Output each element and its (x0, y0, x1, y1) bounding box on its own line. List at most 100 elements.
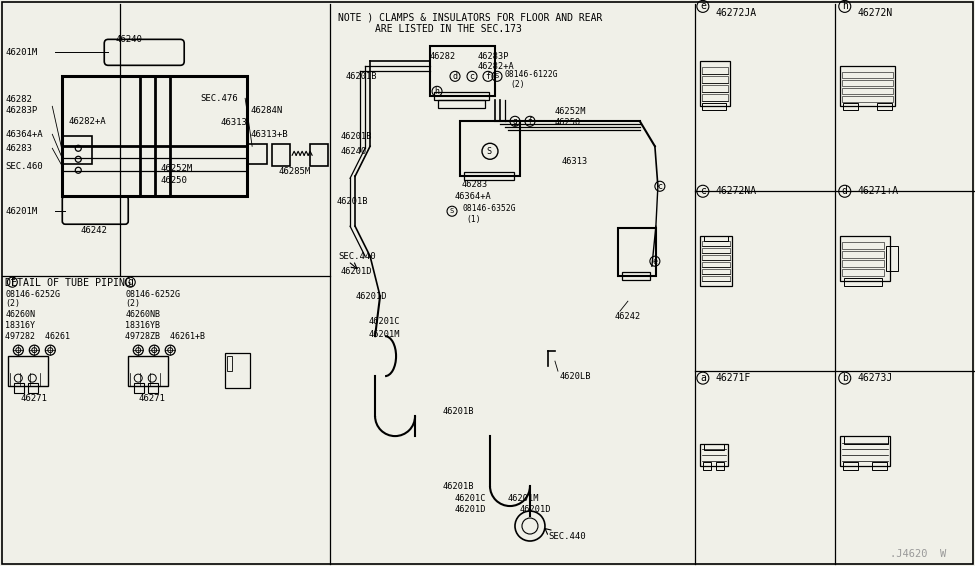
Text: f: f (10, 277, 16, 287)
Bar (702, 67, 728, 74)
Bar (464, 172, 514, 180)
Text: ARE LISTED IN THE SEC.173: ARE LISTED IN THE SEC.173 (375, 24, 522, 35)
Bar (702, 241, 730, 246)
Text: 46201M: 46201M (5, 207, 38, 216)
Bar (702, 104, 725, 110)
Text: 46313: 46313 (220, 118, 247, 127)
Text: (2): (2) (5, 299, 20, 308)
Bar (702, 248, 730, 253)
Text: e: e (652, 257, 657, 265)
Text: 46364+A: 46364+A (455, 192, 491, 201)
Text: 46272JA: 46272JA (716, 8, 757, 18)
Text: 46201M: 46201M (508, 494, 539, 503)
Text: 46252M: 46252M (160, 164, 192, 173)
Bar (841, 269, 883, 276)
Text: 46283P: 46283P (5, 106, 38, 115)
Text: 49728ZB  46261+B: 49728ZB 46261+B (125, 332, 206, 341)
Text: d: d (452, 72, 457, 81)
Text: 46201M: 46201M (5, 48, 38, 57)
Text: .J4620  W: .J4620 W (890, 549, 946, 559)
Text: b: b (841, 373, 847, 383)
Text: 46283P: 46283P (478, 52, 510, 61)
Bar (434, 92, 489, 100)
Bar (225, 353, 251, 388)
Bar (618, 228, 656, 276)
Bar (839, 66, 895, 106)
Text: 46201B: 46201B (443, 482, 475, 491)
Text: 08146-6252G: 08146-6252G (125, 290, 180, 299)
Text: 46201D: 46201D (340, 267, 371, 276)
Text: SEC.476: SEC.476 (200, 94, 238, 103)
Text: f: f (527, 117, 532, 126)
Bar (702, 76, 728, 83)
Bar (430, 46, 495, 96)
Text: 08146-6352G: 08146-6352G (462, 204, 516, 213)
Text: 46201D: 46201D (520, 504, 552, 513)
Text: 46282+A: 46282+A (68, 117, 106, 126)
Bar (135, 383, 144, 393)
Text: 46240: 46240 (340, 147, 367, 156)
Text: 46283: 46283 (462, 180, 488, 188)
Bar (841, 80, 893, 87)
Text: S: S (449, 208, 454, 215)
Text: 46260N: 46260N (5, 310, 35, 319)
Text: 46201D: 46201D (355, 291, 387, 301)
Text: 46250: 46250 (555, 118, 581, 127)
Text: NOTE ) CLAMPS & INSULATORS FOR FLOOR AND REAR: NOTE ) CLAMPS & INSULATORS FOR FLOOR AND… (338, 12, 603, 23)
Text: 46260NB: 46260NB (125, 310, 160, 319)
Bar (702, 269, 730, 274)
Text: 46313+B: 46313+B (251, 130, 288, 139)
Text: 46284N: 46284N (251, 106, 283, 115)
Text: S: S (486, 147, 491, 156)
Text: 46313: 46313 (562, 157, 588, 166)
Text: (2): (2) (510, 80, 525, 89)
Bar (841, 251, 883, 258)
Text: g: g (513, 117, 518, 126)
Bar (702, 95, 728, 101)
Bar (843, 278, 881, 286)
Text: 46240: 46240 (115, 35, 142, 44)
Text: 46201B: 46201B (345, 72, 376, 81)
Bar (842, 104, 858, 110)
Bar (700, 236, 732, 286)
Text: 46252M: 46252M (555, 107, 586, 116)
Text: (1): (1) (466, 215, 481, 224)
Text: c: c (470, 72, 475, 81)
Text: SEC.440: SEC.440 (548, 531, 586, 541)
Text: 46283: 46283 (5, 144, 32, 153)
Text: 18316YB: 18316YB (125, 321, 160, 329)
Bar (703, 462, 711, 470)
Text: g: g (128, 277, 134, 287)
Text: 46201B: 46201B (340, 132, 371, 141)
Text: S: S (495, 74, 499, 79)
Bar (702, 255, 730, 260)
Text: 46271: 46271 (138, 393, 165, 402)
Text: 46272N: 46272N (858, 8, 893, 18)
Bar (702, 262, 730, 267)
Bar (460, 121, 520, 176)
Text: f: f (486, 72, 490, 81)
Bar (841, 96, 893, 102)
Bar (704, 236, 728, 241)
Text: 46250: 46250 (160, 176, 187, 185)
Bar (129, 356, 169, 386)
Bar (841, 260, 883, 267)
Bar (702, 276, 730, 281)
Bar (885, 246, 898, 271)
Bar (15, 383, 24, 393)
Text: 46201D: 46201D (455, 504, 487, 513)
Bar (700, 444, 728, 466)
Text: 18316Y: 18316Y (5, 321, 35, 329)
Bar (272, 144, 291, 166)
Text: c: c (700, 186, 706, 196)
Bar (227, 356, 232, 371)
Text: 46282: 46282 (430, 52, 456, 61)
Bar (877, 104, 892, 110)
Bar (716, 462, 723, 470)
Text: 46285M: 46285M (278, 167, 310, 176)
Bar (700, 61, 730, 106)
Bar (62, 76, 247, 196)
Text: 4620LB: 4620LB (560, 372, 592, 380)
Text: 46271+A: 46271+A (858, 186, 899, 196)
Text: DETAIL OF TUBE PIPING: DETAIL OF TUBE PIPING (5, 278, 132, 288)
